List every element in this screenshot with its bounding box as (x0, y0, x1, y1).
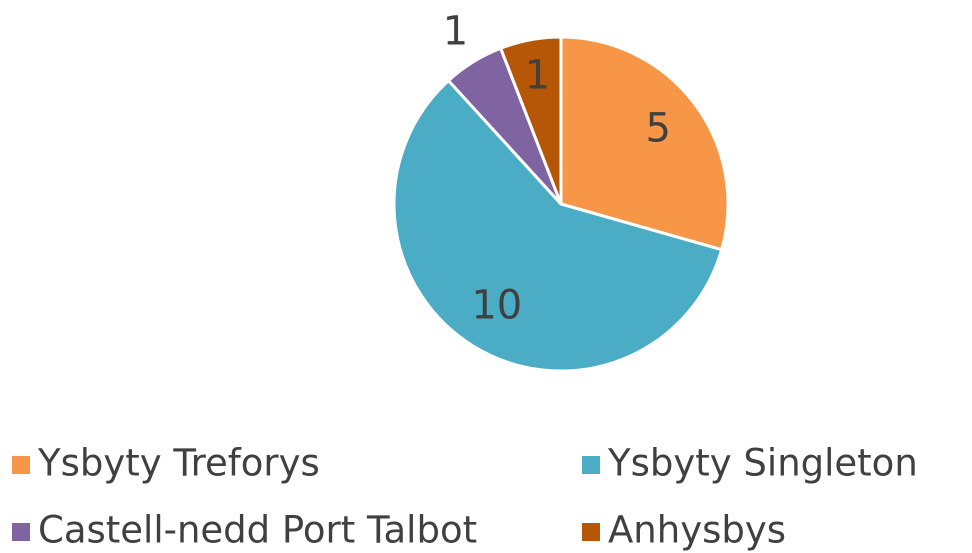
legend-swatch (12, 456, 30, 474)
legend-swatch (12, 523, 30, 541)
legend-label: Castell-nedd Port Talbot (38, 509, 477, 552)
legend-label: Ysbyty Singleton (607, 442, 918, 485)
pie-slice (498, 35, 563, 205)
data-label: 1 (443, 9, 468, 55)
legend-swatch (582, 523, 600, 541)
data-label: 1 (525, 53, 550, 99)
data-label: 5 (646, 106, 671, 152)
legend-label: Anhysbys (608, 509, 786, 552)
pie-slice (559, 35, 730, 252)
legend-swatch (582, 456, 600, 474)
pie-slice (392, 78, 724, 373)
data-label: 10 (471, 283, 522, 329)
legend-label: Ysbyty Treforys (37, 442, 320, 485)
